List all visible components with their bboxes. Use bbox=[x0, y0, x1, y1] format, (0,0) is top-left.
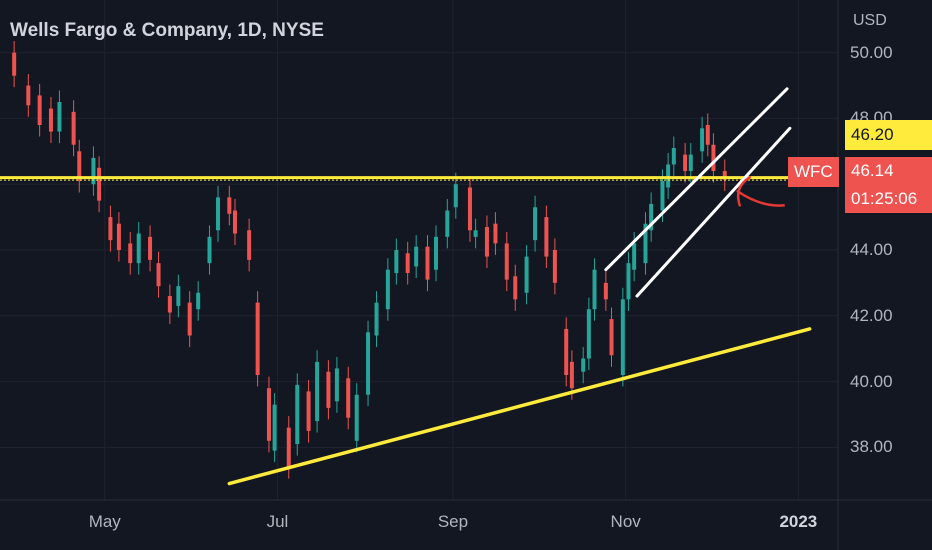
candle-body bbox=[354, 394, 359, 441]
candle-body bbox=[187, 302, 192, 336]
candle-body bbox=[722, 171, 727, 180]
candle-body bbox=[272, 404, 277, 451]
candle-body bbox=[97, 167, 102, 201]
candle-body bbox=[666, 164, 671, 188]
candle-body bbox=[12, 52, 17, 76]
candle-body bbox=[445, 210, 450, 237]
candle-body bbox=[91, 157, 96, 185]
candle-body bbox=[504, 243, 509, 280]
candle-body bbox=[683, 154, 688, 172]
candle-body bbox=[711, 144, 716, 172]
candle-body bbox=[433, 236, 438, 270]
candle-body bbox=[374, 302, 379, 336]
candle-body bbox=[227, 197, 232, 214]
candle-body bbox=[295, 384, 300, 445]
candle-body bbox=[581, 358, 586, 372]
y-tick-label: 50.00 bbox=[850, 42, 893, 62]
candle-body bbox=[37, 95, 42, 125]
candle-body bbox=[603, 282, 608, 300]
candle-body bbox=[620, 299, 625, 375]
candle-body bbox=[232, 210, 237, 234]
candle-body bbox=[493, 223, 498, 244]
y-tick-label: 44.00 bbox=[850, 240, 893, 259]
candle-body bbox=[366, 332, 371, 395]
candle-body bbox=[700, 128, 705, 152]
channel-upper-line bbox=[604, 87, 789, 272]
candle-body bbox=[544, 217, 549, 257]
candle-body bbox=[108, 217, 113, 241]
candle-body bbox=[306, 391, 311, 431]
candle-body bbox=[196, 292, 201, 310]
candle-body bbox=[592, 269, 597, 310]
support-trendline bbox=[227, 327, 812, 486]
candle-body bbox=[57, 101, 62, 132]
candle-body bbox=[533, 207, 538, 241]
candle-body bbox=[286, 427, 291, 468]
candle-body bbox=[48, 108, 53, 132]
candle-body bbox=[609, 319, 614, 356]
channel-lower-line bbox=[635, 126, 792, 298]
candle-body bbox=[552, 250, 557, 283]
candle-body bbox=[128, 243, 133, 264]
candle-body bbox=[255, 302, 260, 375]
arrow-icon-shaft bbox=[736, 190, 785, 207]
candle-body bbox=[136, 233, 141, 264]
candle-body bbox=[586, 309, 591, 359]
candle-body bbox=[688, 154, 693, 172]
candle-body bbox=[513, 276, 518, 300]
candle-body bbox=[564, 328, 569, 375]
candle-body bbox=[705, 125, 710, 145]
last-price-badge: 46.14 bbox=[845, 157, 932, 185]
candle-body bbox=[425, 246, 430, 280]
candle-body bbox=[643, 223, 648, 264]
candle-body bbox=[484, 226, 489, 257]
candle-body bbox=[660, 180, 665, 211]
candle-body bbox=[176, 286, 181, 306]
candle-body bbox=[346, 378, 351, 418]
candle-body bbox=[414, 246, 419, 267]
candle-body bbox=[524, 256, 529, 293]
candle-body bbox=[632, 243, 637, 270]
y-tick-label: 42.00 bbox=[850, 305, 893, 325]
y-tick-label: 40.00 bbox=[850, 371, 893, 391]
bar-countdown-badge: 01:25:06 bbox=[845, 185, 932, 213]
symbol-badge: WFC bbox=[788, 157, 839, 187]
candle-body bbox=[247, 230, 252, 260]
candle-body bbox=[467, 187, 472, 231]
candle-body bbox=[148, 236, 153, 260]
candle-body bbox=[207, 236, 212, 264]
axis-currency-label: USD bbox=[853, 12, 887, 29]
candle-body bbox=[405, 253, 410, 274]
candle-body bbox=[77, 151, 82, 181]
candle-body bbox=[394, 250, 399, 274]
x-tick-label: Sep bbox=[437, 512, 469, 531]
chart-title: Wells Fargo & Company, 1D, NYSE bbox=[10, 20, 324, 41]
candle-body bbox=[326, 371, 331, 408]
candle-body bbox=[671, 148, 676, 165]
candle-body bbox=[215, 197, 220, 231]
price-level-badge: 46.20 bbox=[845, 120, 932, 150]
candle-body bbox=[71, 111, 76, 145]
candle-body bbox=[315, 361, 320, 422]
candle-body bbox=[116, 223, 121, 250]
candle-body bbox=[569, 361, 574, 389]
candle-body bbox=[266, 388, 271, 441]
x-tick-label: Jul bbox=[266, 512, 289, 531]
candle-body bbox=[26, 85, 31, 106]
candle-body bbox=[473, 230, 478, 237]
candle-body bbox=[649, 203, 654, 231]
x-tick-label: 2023 bbox=[779, 512, 818, 531]
candle-body bbox=[334, 368, 339, 402]
candle-body bbox=[453, 184, 458, 208]
x-tick-label: May bbox=[88, 512, 121, 531]
candle-body bbox=[385, 269, 390, 310]
y-tick-label: 38.00 bbox=[850, 437, 893, 457]
arrow-icon-head bbox=[736, 176, 751, 207]
candle-body bbox=[156, 263, 161, 287]
candle-body bbox=[167, 296, 172, 313]
candle-body bbox=[626, 263, 631, 300]
x-tick-label: Nov bbox=[610, 512, 641, 531]
